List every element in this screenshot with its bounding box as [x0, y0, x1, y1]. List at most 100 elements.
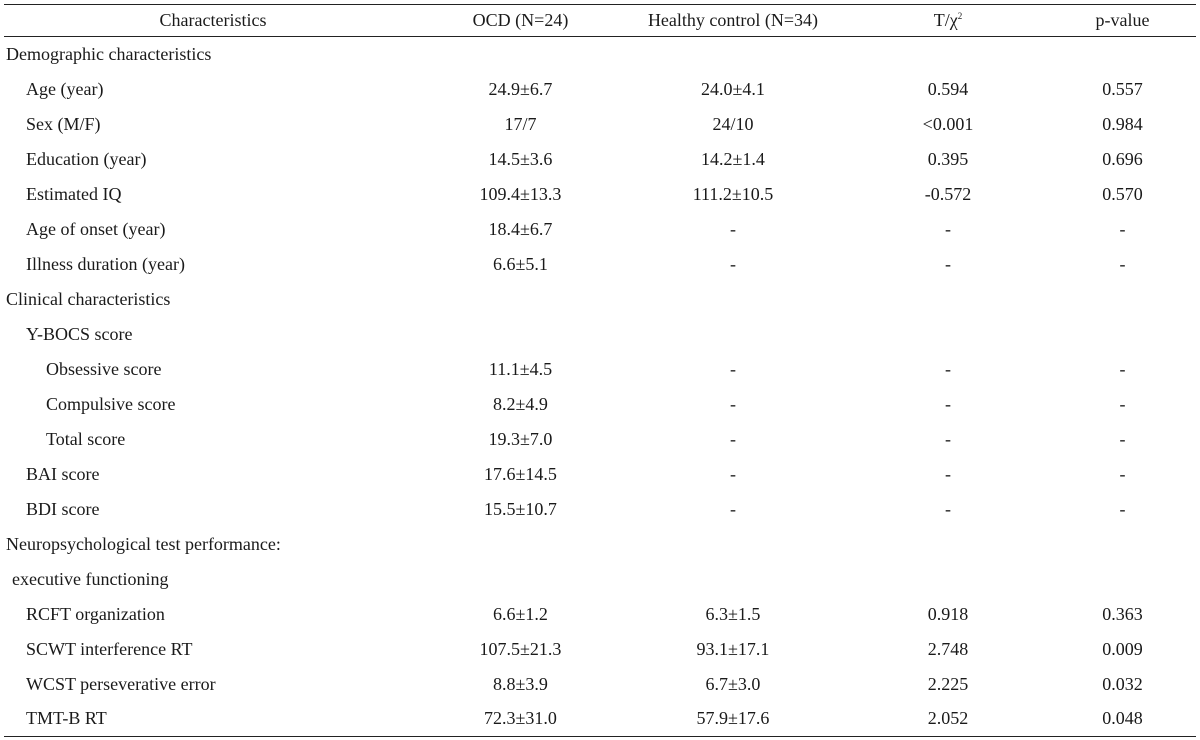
test-statistic-cell — [847, 562, 1049, 597]
p-value-cell: 0.557 — [1102, 78, 1143, 99]
table-row: Demographic characteristics — [4, 37, 1196, 72]
ocd-cell: 72.3±31.0 — [484, 708, 557, 729]
healthy-control-cell: - — [730, 393, 736, 414]
table-row: Total score 19.3±7.0 - - - — [4, 422, 1196, 457]
test-statistic-cell: -0.572 — [924, 183, 972, 204]
p-value-cell: 0.984 — [1102, 113, 1143, 134]
test-statistic-cell: 0.594 — [927, 78, 969, 99]
p-value-cell — [1049, 562, 1196, 597]
ocd-cell: 15.5±10.7 — [484, 498, 557, 519]
row-label: WCST perseverative error — [26, 673, 216, 694]
table-row: RCFT organization 6.6±1.2 6.3±1.5 0.918 … — [4, 597, 1196, 632]
ocd-cell: 6.6±1.2 — [493, 603, 548, 624]
characteristics-table: Characteristics OCD (N=24) Healthy contr… — [4, 4, 1196, 737]
ocd-cell: 18.4±6.7 — [488, 218, 553, 239]
healthy-control-cell: 6.3±1.5 — [705, 603, 761, 624]
test-statistic-cell: - — [945, 253, 951, 274]
p-value-cell: 0.363 — [1102, 603, 1143, 624]
row-label: Demographic characteristics — [6, 43, 212, 64]
header-characteristics: Characteristics — [159, 10, 267, 30]
healthy-control-cell — [619, 282, 847, 317]
header-test-statistic: T/χ2 — [847, 5, 1049, 37]
p-value-cell — [1049, 317, 1196, 352]
p-value-cell: - — [1119, 393, 1126, 414]
header-test-statistic-sup: 2 — [957, 11, 963, 21]
healthy-control-cell — [619, 37, 847, 72]
row-label: Neuropsychological test performance: — [6, 533, 281, 554]
test-statistic-cell: - — [945, 428, 951, 449]
row-label: Compulsive score — [46, 393, 176, 414]
healthy-control-cell: - — [730, 498, 736, 519]
healthy-control-cell: - — [730, 463, 736, 484]
healthy-control-cell: - — [730, 218, 736, 239]
p-value-cell — [1049, 37, 1196, 72]
test-statistic-cell — [847, 37, 1049, 72]
p-value-cell: - — [1119, 498, 1126, 519]
p-value-cell: - — [1119, 218, 1126, 239]
test-statistic-cell — [847, 317, 1049, 352]
row-label: Obsessive score — [46, 358, 162, 379]
row-label: executive functioning — [12, 568, 169, 589]
ocd-cell: 11.1±4.5 — [488, 358, 553, 379]
p-value-cell: 0.009 — [1102, 638, 1143, 659]
test-statistic-cell: - — [945, 218, 951, 239]
healthy-control-cell: - — [730, 428, 736, 449]
ocd-cell: 17/7 — [504, 113, 537, 134]
p-value-cell: - — [1119, 253, 1126, 274]
test-statistic-cell: 0.918 — [927, 603, 969, 624]
ocd-cell: 109.4±13.3 — [479, 183, 562, 204]
p-value-cell — [1049, 282, 1196, 317]
test-statistic-cell: 2.748 — [927, 638, 969, 659]
row-label: Clinical characteristics — [6, 288, 171, 309]
p-value-cell: 0.570 — [1102, 183, 1143, 204]
ocd-cell: 107.5±21.3 — [479, 638, 562, 659]
test-statistic-cell — [847, 527, 1049, 562]
row-label: BAI score — [26, 463, 100, 484]
healthy-control-cell — [619, 562, 847, 597]
row-label: Illness duration (year) — [26, 253, 185, 274]
ocd-cell: 17.6±14.5 — [484, 463, 557, 484]
table-row: Age (year) 24.9±6.7 24.0±4.1 0.594 0.557 — [4, 72, 1196, 107]
header-test-statistic-base: T/χ — [933, 10, 958, 30]
ocd-cell — [422, 37, 619, 72]
table-row: BAI score 17.6±14.5 - - - — [4, 457, 1196, 492]
table-row: Age of onset (year) 18.4±6.7 - - - — [4, 212, 1196, 247]
table-row: Clinical characteristics — [4, 282, 1196, 317]
table-row: WCST perseverative error 8.8±3.9 6.7±3.0… — [4, 667, 1196, 702]
healthy-control-cell — [619, 317, 847, 352]
row-label: BDI score — [26, 498, 100, 519]
header-row: Characteristics OCD (N=24) Healthy contr… — [4, 4, 1196, 37]
row-label: Estimated IQ — [26, 183, 122, 204]
header-healthy-control: Healthy control (N=34) — [647, 10, 819, 30]
row-label: Age (year) — [26, 78, 104, 99]
row-label: RCFT organization — [26, 603, 165, 624]
table-header: Characteristics OCD (N=24) Healthy contr… — [4, 4, 1196, 37]
healthy-control-cell: 111.2±10.5 — [692, 183, 774, 204]
test-statistic-cell: 2.052 — [927, 708, 969, 729]
healthy-control-cell — [619, 527, 847, 562]
ocd-cell — [422, 282, 619, 317]
p-value-cell: - — [1119, 358, 1126, 379]
p-value-cell — [1049, 527, 1196, 562]
p-value-cell: 0.696 — [1102, 148, 1143, 169]
table-body: Demographic characteristics Age (year) 2… — [4, 37, 1196, 737]
table-row: Education (year) 14.5±3.6 14.2±1.4 0.395… — [4, 142, 1196, 177]
healthy-control-cell: 93.1±17.1 — [696, 638, 770, 659]
table-row: Obsessive score 11.1±4.5 - - - — [4, 352, 1196, 387]
ocd-cell: 8.8±3.9 — [493, 673, 548, 694]
ocd-cell — [422, 562, 619, 597]
table-row: Compulsive score 8.2±4.9 - - - — [4, 387, 1196, 422]
characteristics-table-container: Characteristics OCD (N=24) Healthy contr… — [4, 4, 1196, 737]
ocd-cell: 8.2±4.9 — [493, 393, 548, 414]
table-row: Estimated IQ 109.4±13.3 111.2±10.5 -0.57… — [4, 177, 1196, 212]
healthy-control-cell: 24/10 — [712, 113, 754, 134]
header-p-value: p-value — [1095, 10, 1150, 30]
test-statistic-cell: - — [945, 358, 951, 379]
test-statistic-cell: <0.001 — [922, 113, 974, 134]
ocd-cell: 6.6±5.1 — [493, 253, 548, 274]
test-statistic-cell: - — [945, 463, 951, 484]
test-statistic-cell — [847, 282, 1049, 317]
row-label: TMT-B RT — [26, 708, 107, 729]
ocd-cell: 19.3±7.0 — [488, 428, 553, 449]
table-row: TMT-B RT 72.3±31.0 57.9±17.6 2.052 0.048 — [4, 702, 1196, 737]
